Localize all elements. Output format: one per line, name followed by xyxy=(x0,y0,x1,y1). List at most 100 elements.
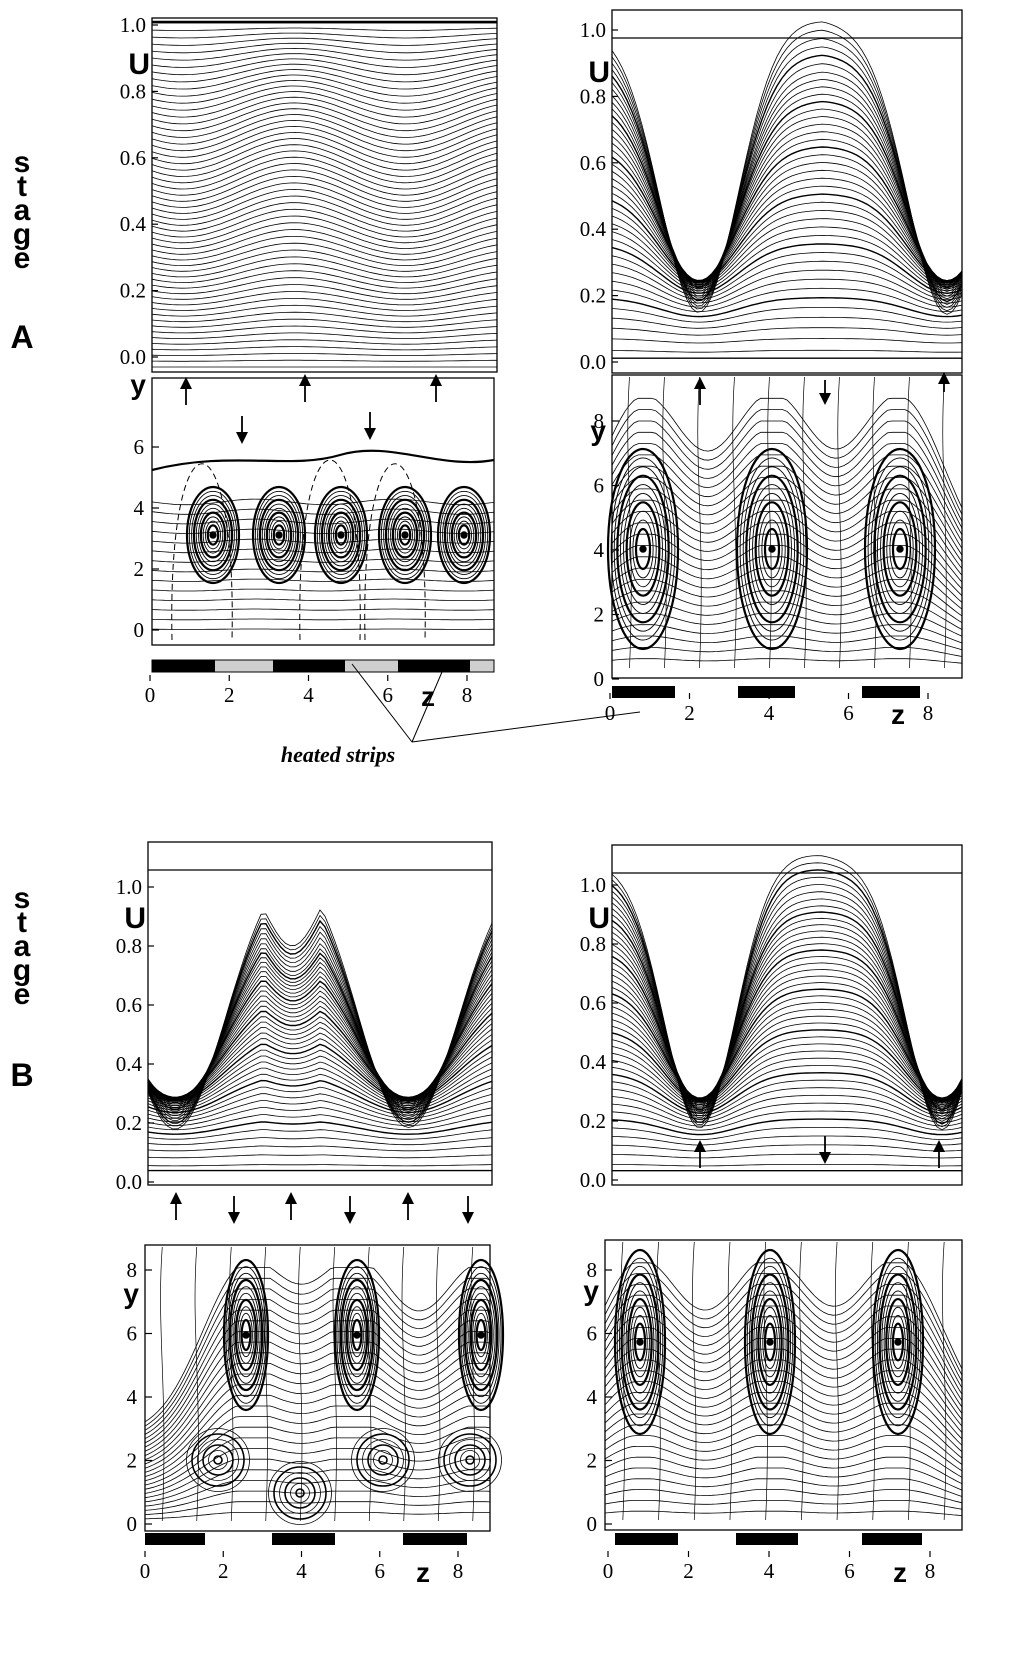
vortex-contour xyxy=(876,484,924,614)
vortex-contour xyxy=(398,524,412,546)
velocity-contour xyxy=(151,229,498,255)
velocity-contour xyxy=(611,193,963,284)
vortex-contour xyxy=(198,507,228,563)
u-axis-label: U xyxy=(588,56,610,89)
u-tick-label: 0.2 xyxy=(120,279,146,303)
vortex-contour xyxy=(202,516,224,554)
streamline xyxy=(144,1341,491,1452)
vortex-contour xyxy=(457,1258,505,1412)
y-axis-label: y xyxy=(123,1278,139,1309)
vortex-contour xyxy=(610,457,676,641)
vortex-contour xyxy=(316,490,366,580)
vortex-contour xyxy=(227,1272,265,1398)
up-arrow-head xyxy=(402,1192,414,1204)
secondary-vortex xyxy=(279,1472,321,1514)
velocity-contour xyxy=(611,995,963,1099)
vortex-contour xyxy=(397,520,413,550)
velocity-contour xyxy=(611,924,963,1107)
stage-b-letter: e xyxy=(14,978,31,1011)
velocity-contour xyxy=(611,218,963,287)
vortex-contour xyxy=(205,520,221,550)
vortex-contour xyxy=(755,1290,785,1394)
vortex-contour xyxy=(231,1286,261,1384)
vortex-contour xyxy=(457,524,471,546)
velocity-contour xyxy=(611,226,963,289)
vortex-contour xyxy=(240,1318,252,1352)
velocity-contour xyxy=(151,249,498,272)
velocity-contour xyxy=(151,69,498,90)
down-arrow-head xyxy=(228,1212,240,1224)
vortex-contour xyxy=(890,1314,906,1370)
velocity-contour xyxy=(151,332,498,339)
flow-arrows xyxy=(170,372,950,1224)
heated-strip xyxy=(403,1533,467,1545)
velocity-contour xyxy=(151,277,498,295)
secondary-vortex xyxy=(268,1461,332,1525)
stage-a-id: A xyxy=(10,319,33,355)
velocity-contour xyxy=(147,1055,493,1105)
vortex-contour xyxy=(618,1265,662,1419)
secondary-vortex xyxy=(356,1433,410,1487)
velocity-contour xyxy=(151,236,498,261)
vortex-contour xyxy=(630,1306,650,1378)
vortex-contour xyxy=(874,1257,922,1427)
velocity-contour xyxy=(147,1145,493,1152)
vortex-contour xyxy=(342,1286,372,1384)
velocity-contour xyxy=(147,1129,493,1140)
velocity-contour xyxy=(151,222,498,249)
up-arrow-head xyxy=(180,377,192,389)
vortex-contour xyxy=(443,498,485,572)
vortex-contour xyxy=(881,1282,915,1402)
heated-strip xyxy=(738,686,795,698)
vortex-contour xyxy=(442,495,486,575)
y-tick-label: 0 xyxy=(594,667,605,691)
streamline xyxy=(611,545,963,596)
velocity-contour xyxy=(147,1121,493,1135)
vortex-contour xyxy=(474,1312,488,1358)
secondary-vortex xyxy=(213,1455,223,1465)
down-arrow-head xyxy=(236,432,248,444)
velocity-contour xyxy=(151,102,498,132)
u-tick-label: 1.0 xyxy=(580,18,606,42)
vortex-contour xyxy=(338,1272,376,1398)
streamline xyxy=(144,1490,491,1511)
velocity-contour xyxy=(151,202,498,232)
velocity-contour xyxy=(151,291,498,306)
velocity-contour xyxy=(611,100,963,289)
y-tick-label: 8 xyxy=(594,409,605,433)
vortex-contour xyxy=(206,524,220,546)
z-tick-label: 4 xyxy=(764,1559,775,1583)
vortex-contour xyxy=(195,503,231,567)
vortex-contour xyxy=(867,457,933,641)
vortex-contour xyxy=(453,516,475,554)
velocity-contour xyxy=(151,311,498,323)
velocity-contour xyxy=(151,53,498,68)
vortex-contour xyxy=(466,1286,496,1384)
u-tick-label: 1.0 xyxy=(120,13,146,37)
vortex-contour xyxy=(757,1297,783,1387)
velocity-contour xyxy=(151,131,498,165)
velocity-contour xyxy=(151,175,498,208)
streamline xyxy=(604,1435,963,1472)
velocity-contour xyxy=(147,1107,493,1127)
secondary-vortex xyxy=(443,1433,497,1487)
velocity-contour xyxy=(151,37,498,46)
z-tick-label: 0 xyxy=(140,1559,151,1583)
velocity-contour xyxy=(151,263,498,283)
streamline xyxy=(151,578,495,582)
velocity-contour xyxy=(611,1087,963,1120)
vortex-contour xyxy=(333,520,349,550)
u-tick-label: 0.4 xyxy=(580,1050,607,1074)
stage-b-id: B xyxy=(10,1057,33,1093)
streamline xyxy=(144,1384,491,1469)
streamline xyxy=(662,376,667,669)
velocity-contour xyxy=(611,269,963,304)
z-tick-label: 8 xyxy=(923,701,934,725)
y-tick-label: 0 xyxy=(127,1512,138,1536)
vortex-contour xyxy=(239,1312,253,1358)
down-arrow-head xyxy=(819,393,831,405)
vortex-contour xyxy=(460,1266,502,1404)
dashed-contour xyxy=(299,459,361,641)
vortex-contour xyxy=(384,498,426,572)
vortex-contour xyxy=(234,1298,258,1372)
